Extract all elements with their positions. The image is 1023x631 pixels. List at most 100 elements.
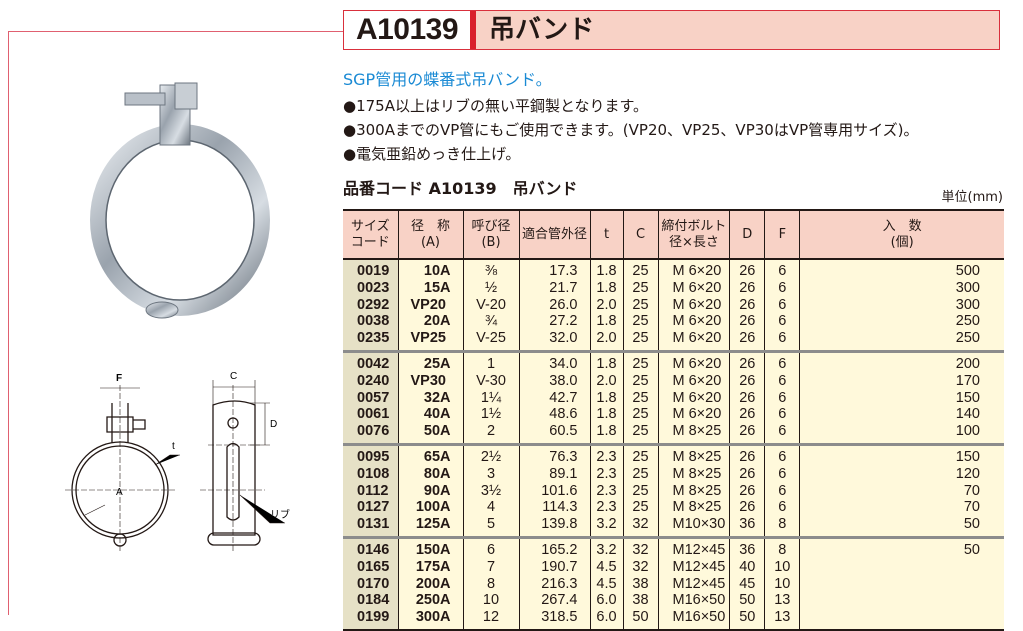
- spec-table: サイズ コード径 称 (A) 呼び径 (B) 適合管外径 t C 締付ボルト 径×長さ D F 入 数(…: [343, 209, 1004, 631]
- thickness-t: 3.2: [589, 535, 623, 559]
- size-code: 0108: [343, 465, 398, 483]
- bolt-size: M12×45: [657, 558, 730, 576]
- dim-d: 26: [729, 406, 765, 424]
- quantity: 150: [799, 389, 1004, 407]
- label-a: A: [116, 487, 123, 498]
- column-header: F: [764, 209, 800, 260]
- dim-f: 6: [764, 296, 800, 314]
- bolt-size: M16×50: [657, 609, 730, 631]
- thickness-t: 2.3: [589, 482, 623, 500]
- width-c: 38: [622, 575, 658, 593]
- nominal-a: VP30: [397, 372, 463, 390]
- subtitle: SGP管用の蝶番式吊バンド。: [343, 70, 552, 89]
- nominal-a: VP20: [397, 296, 463, 314]
- column-header: 呼び径 (B): [462, 209, 519, 260]
- nominal-b: 2: [462, 423, 519, 445]
- bolt-size: M 6×20: [657, 313, 730, 331]
- bolt-size: M 8×25: [657, 442, 730, 466]
- nominal-a: 25A: [397, 349, 463, 373]
- product-name: 吊バンド: [489, 15, 595, 45]
- dim-d: 26: [729, 279, 765, 297]
- dim-f: 6: [764, 499, 800, 517]
- bolt-size: M 6×20: [657, 406, 730, 424]
- column-header-line: 径×長さ: [668, 234, 719, 250]
- bolt-size: M 6×20: [657, 279, 730, 297]
- bolt-size: M 6×20: [657, 330, 730, 352]
- size-code: 0127: [343, 499, 398, 517]
- nominal-b: 7: [462, 558, 519, 576]
- bolt-size: M12×45: [657, 535, 730, 559]
- pipe-od: 38.0: [518, 372, 590, 390]
- width-c: 32: [622, 535, 658, 559]
- size-code: 0199: [343, 609, 398, 631]
- nominal-a: 150A: [397, 535, 463, 559]
- nominal-a: 40A: [397, 406, 463, 424]
- row-group: 0095 65A 2½ 76.3 2.3 25 M 8×25 26 6 150 0108 80A 3 89…: [343, 442, 1004, 538]
- dim-d: 26: [729, 259, 765, 280]
- quantity: 70: [799, 482, 1004, 500]
- table-row: 0108 80A 3 89.1 2.3 25 M 8×25 26 6 120: [343, 465, 1004, 483]
- nominal-a: 90A: [397, 482, 463, 500]
- quantity: 50: [799, 516, 1004, 538]
- table-row: 0076 50A 2 60.5 1.8 25 M 8×25 26 6 100: [343, 423, 1004, 445]
- nominal-b: 1½: [462, 406, 519, 424]
- pipe-od: 21.7: [518, 279, 590, 297]
- dim-f: 6: [764, 330, 800, 352]
- size-code: 0131: [343, 516, 398, 538]
- nominal-b: V-25: [462, 330, 519, 352]
- nominal-b: 3½: [462, 482, 519, 500]
- thickness-t: 2.3: [589, 499, 623, 517]
- size-code: 0061: [343, 406, 398, 424]
- dim-d: 26: [729, 313, 765, 331]
- thickness-t: 2.0: [589, 330, 623, 352]
- column-header: 入 数 (個): [799, 209, 1004, 260]
- quantity: 140: [799, 406, 1004, 424]
- dim-d: 45: [729, 575, 765, 593]
- size-code: 0235: [343, 330, 398, 352]
- column-header-line: (A): [420, 234, 441, 250]
- nominal-b: 2½: [462, 442, 519, 466]
- quantity: 300: [799, 279, 1004, 297]
- width-c: 38: [622, 592, 658, 610]
- column-header-line: 締付ボルト: [661, 218, 727, 234]
- title-accent: [470, 11, 476, 49]
- table-row: 0131 125A 5 139.8 3.2 32 M10×30 36 8 50: [343, 516, 1004, 538]
- width-c: 25: [622, 372, 658, 390]
- nominal-a: 80A: [397, 465, 463, 483]
- dim-f: 13: [764, 592, 800, 610]
- dim-f: 6: [764, 423, 800, 445]
- quantity: 150: [799, 442, 1004, 466]
- bolt-size: M 6×20: [657, 349, 730, 373]
- width-c: 25: [622, 313, 658, 331]
- size-code: 0023: [343, 279, 398, 297]
- dim-d: 36: [729, 535, 765, 559]
- column-header-line: コード: [350, 234, 390, 250]
- width-c: 32: [622, 558, 658, 576]
- nominal-a: 125A: [397, 516, 463, 538]
- nominal-b: V-30: [462, 372, 519, 390]
- nominal-b: 5: [462, 516, 519, 538]
- size-code: 0042: [343, 349, 398, 373]
- quantity: [799, 575, 1004, 593]
- unit-label: 単位(mm): [941, 190, 1003, 205]
- pipe-od: 26.0: [518, 296, 590, 314]
- width-c: 25: [622, 330, 658, 352]
- width-c: 25: [622, 423, 658, 445]
- dim-d: 26: [729, 465, 765, 483]
- dim-f: 6: [764, 372, 800, 390]
- thickness-t: 1.8: [589, 389, 623, 407]
- table-row: 0170 200A 8 216.3 4.5 38 M12×45 45 10: [343, 575, 1004, 593]
- thickness-t: 4.5: [589, 575, 623, 593]
- quantity: [799, 592, 1004, 610]
- column-header-line: 入 数: [882, 218, 922, 234]
- width-c: 25: [622, 482, 658, 500]
- thickness-t: 6.0: [589, 609, 623, 631]
- row-group: 0019 10A ⅜ 17.3 1.8 25 M 6×20 26 6 500 0023 15A ½ 21.…: [343, 259, 1004, 352]
- dim-d: 26: [729, 330, 765, 352]
- row-group: 0146 150A 6 165.2 3.2 32 M12×45 36 8 50 0165 175A 7 1…: [343, 535, 1004, 631]
- frame-line: [8, 31, 9, 615]
- quantity: [799, 609, 1004, 631]
- table-row: 0184 250A 10 267.4 6.0 38 M16×50 50 13: [343, 592, 1004, 610]
- label-f: F: [116, 373, 122, 384]
- bolt-size: M 6×20: [657, 259, 730, 280]
